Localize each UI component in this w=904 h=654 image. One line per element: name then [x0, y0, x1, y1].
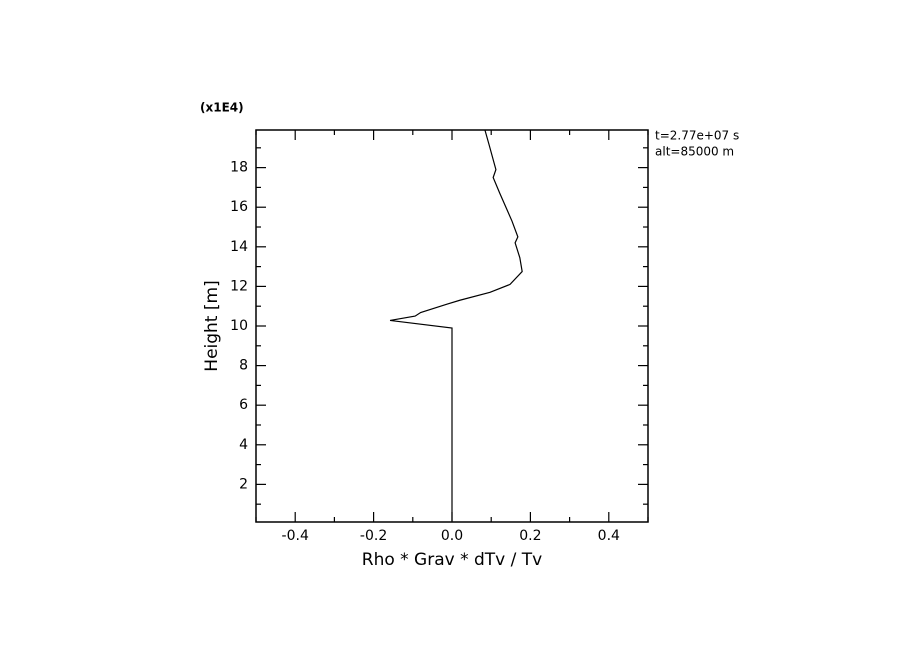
- y-scale-label: (x1E4): [200, 101, 244, 115]
- y-tick-label: 6: [239, 397, 248, 413]
- profile-line: [389, 129, 523, 522]
- y-tick-label: 4: [239, 437, 248, 453]
- x-tick-label: -0.4: [282, 528, 309, 544]
- y-tick-label: 18: [230, 160, 248, 176]
- y-tick-label: 14: [230, 239, 248, 255]
- y-tick-label: 10: [230, 318, 248, 334]
- y-axis-label: Height [m]: [202, 280, 222, 371]
- x-tick-label: 0.2: [519, 528, 541, 544]
- x-tick-label: -0.2: [360, 528, 387, 544]
- annotation: t=2.77e+07 s: [655, 129, 739, 143]
- y-tick-label: 8: [239, 358, 248, 374]
- x-tick-label: 0.0: [441, 528, 463, 544]
- x-tick-label: 0.4: [598, 528, 620, 544]
- x-axis-label: Rho * Grav * dTv / Tv: [362, 550, 542, 570]
- y-tick-label: 16: [230, 199, 248, 215]
- y-tick-label: 2: [239, 476, 248, 492]
- annotation: alt=85000 m: [655, 145, 734, 159]
- y-tick-label: 12: [230, 278, 248, 294]
